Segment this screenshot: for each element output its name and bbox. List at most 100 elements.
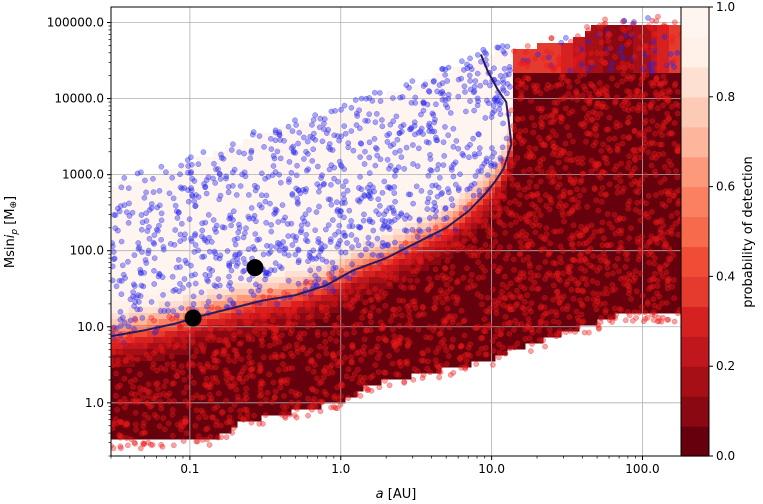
heat-cell	[243, 307, 250, 314]
heat-cell	[363, 259, 370, 266]
heat-cell	[537, 115, 544, 122]
heat-cell	[567, 253, 574, 260]
heat-cell	[483, 115, 490, 122]
heat-cell	[285, 355, 292, 362]
detected-point	[450, 125, 457, 132]
heat-cell	[375, 241, 382, 248]
heat-cell	[153, 421, 160, 428]
heat-cell	[411, 103, 418, 110]
heat-cell	[615, 31, 622, 38]
heat-cell	[219, 151, 226, 158]
heat-cell	[135, 331, 142, 338]
heat-cell	[333, 217, 340, 224]
heat-cell	[471, 97, 478, 104]
heat-cell	[129, 271, 136, 278]
heat-cell	[153, 373, 160, 380]
heat-cell	[267, 373, 274, 380]
heat-cell	[123, 187, 130, 194]
heat-cell	[171, 169, 178, 176]
heat-cell	[405, 91, 412, 98]
heat-cell	[543, 79, 550, 86]
heat-cell	[243, 199, 250, 206]
heat-cell	[507, 121, 514, 128]
heat-cell	[165, 169, 172, 176]
heat-cell	[513, 127, 520, 134]
heat-cell	[483, 355, 490, 362]
detected-point	[328, 181, 334, 188]
heat-cell	[123, 403, 130, 410]
heat-cell	[513, 289, 520, 296]
heat-cell	[123, 259, 130, 266]
heat-cell	[189, 277, 196, 284]
heat-cell	[411, 193, 418, 200]
heat-cell	[465, 205, 472, 212]
heat-cell	[615, 121, 622, 128]
heat-cell	[573, 313, 580, 320]
heat-cell	[519, 169, 526, 176]
heat-cell	[357, 271, 364, 278]
heat-cell	[159, 421, 166, 428]
detected-point	[158, 210, 165, 217]
heat-cell	[177, 415, 184, 422]
heat-cell	[159, 301, 166, 308]
heat-cell	[195, 271, 202, 278]
heat-cell	[159, 229, 166, 236]
heat-cell	[303, 391, 310, 398]
heat-cell	[267, 385, 274, 392]
heat-cell	[141, 175, 148, 182]
heat-cell	[447, 79, 454, 86]
heat-cell	[501, 229, 508, 236]
heat-cell	[183, 169, 190, 176]
heat-cell	[201, 247, 208, 254]
heat-cell	[243, 325, 250, 332]
heat-cell	[357, 229, 364, 236]
heat-cell	[369, 247, 376, 254]
heat-cell	[399, 289, 406, 296]
heat-cell	[357, 361, 364, 368]
heat-cell	[441, 181, 448, 188]
heat-cell	[321, 145, 328, 152]
heat-cell	[351, 379, 358, 386]
heat-cell	[285, 157, 292, 164]
heat-cell	[477, 241, 484, 248]
heat-cell	[171, 397, 178, 404]
heat-cell	[453, 151, 460, 158]
heat-cell	[303, 331, 310, 338]
heat-cell	[561, 169, 568, 176]
heat-cell	[129, 205, 136, 212]
heat-cell	[213, 415, 220, 422]
heat-cell	[375, 151, 382, 158]
heat-cell	[333, 313, 340, 320]
heat-cell	[303, 349, 310, 356]
heat-cell	[519, 157, 526, 164]
heat-cell	[597, 31, 604, 38]
heat-cell	[273, 307, 280, 314]
heat-cell	[243, 271, 250, 278]
heat-cell	[117, 265, 124, 272]
heat-cell	[219, 301, 226, 308]
heat-cell	[435, 163, 442, 170]
heat-cell	[243, 361, 250, 368]
heat-cell	[243, 349, 250, 356]
heat-cell	[543, 181, 550, 188]
heat-cell	[471, 253, 478, 260]
heat-cell	[333, 343, 340, 350]
heat-cell	[129, 295, 136, 302]
heat-cell	[129, 199, 136, 206]
heat-cell	[369, 187, 376, 194]
heat-cell	[507, 313, 514, 320]
heat-cell	[249, 325, 256, 332]
heat-cell	[231, 331, 238, 338]
heat-cell	[351, 307, 358, 314]
heat-cell	[111, 229, 118, 236]
heat-cell	[519, 139, 526, 146]
heat-cell	[597, 73, 604, 80]
heat-cell	[525, 145, 532, 152]
heat-cell	[261, 373, 268, 380]
heat-cell	[519, 187, 526, 194]
heat-cell	[525, 175, 532, 182]
heat-cell	[381, 307, 388, 314]
detected-point	[329, 259, 336, 266]
heat-cell	[495, 115, 502, 122]
heat-cell	[345, 343, 352, 350]
